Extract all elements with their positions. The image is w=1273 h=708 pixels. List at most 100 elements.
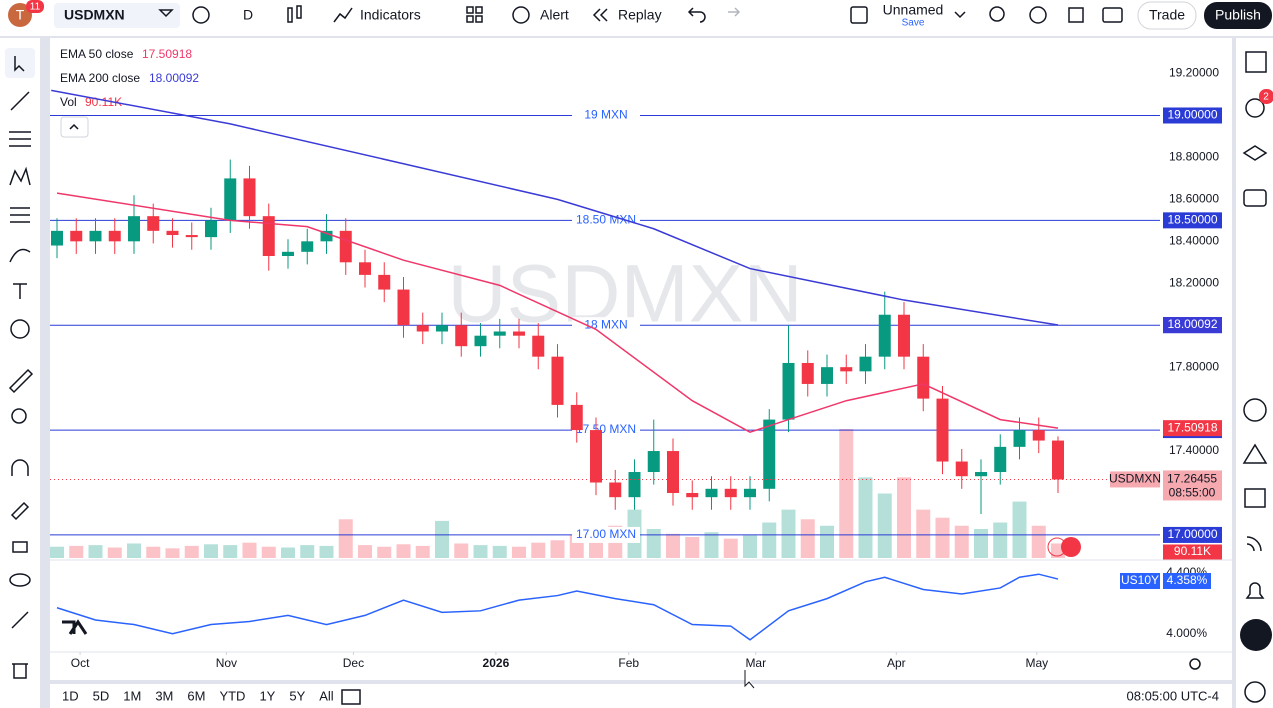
search-icon[interactable] [989,6,1005,22]
volume-bar [69,545,84,558]
price-label: 17.26455 [1167,472,1217,486]
date-range-icon[interactable] [341,689,361,705]
volume-bar [839,429,854,558]
range-button[interactable]: 6M [187,688,205,703]
trend-line[interactable] [10,91,30,111]
undo[interactable] [687,7,706,23]
settings-icon[interactable] [1029,6,1047,24]
range-button[interactable]: 1D [62,688,79,703]
apps-button[interactable] [1240,619,1272,651]
layout-name[interactable]: Unnamed [883,2,944,18]
watchlist[interactable] [1245,51,1267,73]
candle-body [282,251,294,257]
candle-body [493,331,506,336]
x-tick-label: 2026 [483,656,510,670]
interval[interactable]: D [243,7,253,23]
magnet[interactable] [11,459,29,476]
calendar[interactable] [1244,488,1266,508]
candle-body [436,325,448,332]
candle-icon[interactable] [287,7,293,23]
range-button[interactable]: 5Y [289,688,305,703]
volume-bar [666,533,680,558]
eye[interactable] [9,573,31,587]
redo[interactable] [728,7,741,17]
y-tick-label: 18.60000 [1169,192,1219,206]
collapse-button[interactable] [60,116,89,138]
chat[interactable] [1243,189,1267,207]
tool-active[interactable] [5,48,35,78]
range-button[interactable]: YTD [219,688,245,703]
help[interactable] [1244,681,1266,703]
volume-bar [204,544,218,558]
candle-body [821,367,833,384]
candle-body [474,335,487,347]
trade-button[interactable] [1137,1,1197,30]
candle-body [686,492,699,498]
icon [475,6,483,14]
add-icon[interactable] [192,6,210,24]
volume-bar [454,543,469,558]
ideas[interactable] [1242,443,1268,464]
camera-icon[interactable] [1102,7,1123,23]
alerts[interactable] [1245,98,1265,118]
range-button[interactable]: 1M [123,688,141,703]
candle-body [859,356,872,372]
level-price-label: 17.00000 [1167,527,1217,541]
price-label-bg [1163,470,1222,501]
replay[interactable]: Replay [618,7,662,23]
candle-body [455,325,468,347]
volume-bar [531,542,546,558]
x-tick-label: Feb [618,656,639,670]
chevron [954,11,966,19]
text-tool[interactable] [13,283,27,299]
event-icon[interactable] [1061,537,1081,557]
icon [466,15,474,23]
brush[interactable] [9,248,31,263]
avatar[interactable] [8,3,32,27]
emoji[interactable] [10,319,30,339]
notifications[interactable] [1245,582,1265,599]
pattern[interactable] [9,166,31,186]
range-button[interactable]: 5D [93,688,110,703]
indicators[interactable]: Indicators [360,7,421,23]
layout-icon[interactable] [850,6,868,24]
top-bar [0,0,1273,36]
range-button[interactable]: 1Y [259,688,275,703]
level-price-label-bg [1163,107,1222,124]
lock[interactable] [12,541,28,553]
range-button[interactable]: 3M [155,688,173,703]
trash[interactable] [12,663,28,679]
publish-button[interactable] [1204,2,1272,29]
volume-bar [50,546,64,558]
volume-bar [781,509,796,558]
candle-body [166,230,179,236]
save[interactable]: Save [902,18,925,29]
candle-body [898,314,910,357]
alert[interactable]: Alert [540,7,569,23]
symbol-box[interactable] [54,3,180,28]
settings-icon[interactable] [1189,658,1201,670]
ema-price-label: 17.50918 [1167,420,1217,434]
volume-bar [704,532,719,558]
volume-bar [396,544,411,558]
candle-body [628,472,641,498]
link[interactable] [11,611,29,629]
fib[interactable] [9,131,31,147]
forecast[interactable] [10,207,30,223]
zoom[interactable] [11,408,27,424]
x-tick-label: Apr [887,656,906,670]
streams[interactable] [1246,536,1262,552]
icon[interactable] [466,6,474,14]
candle-body [70,230,83,242]
lock-draw[interactable] [10,501,30,521]
candle-body [108,230,121,242]
layers[interactable] [1242,145,1268,161]
legend-name: EMA 50 close [60,47,134,61]
level-label-bg [572,107,640,124]
target[interactable] [1243,398,1267,422]
cursor[interactable] [14,56,25,72]
fullscreen-icon[interactable] [1068,7,1084,23]
volume-bar [550,540,565,558]
range-button[interactable]: All [319,688,334,703]
ruler[interactable] [8,368,34,394]
